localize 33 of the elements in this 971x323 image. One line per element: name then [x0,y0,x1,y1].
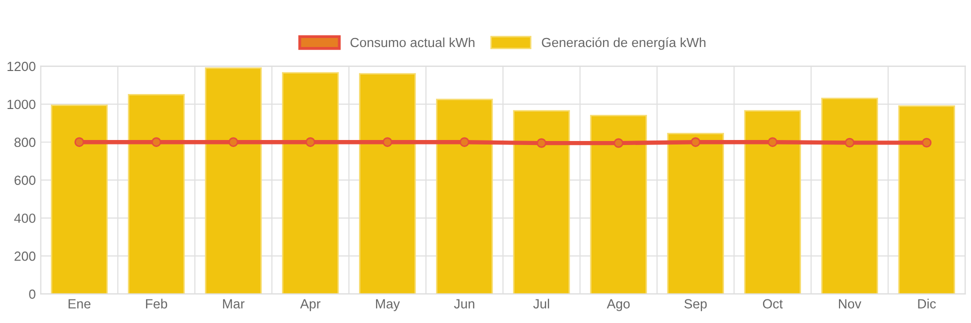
x-tick-label: Jun [454,299,474,308]
y-tick-label: 400 [14,214,36,223]
y-tick-label: 800 [14,138,36,148]
x-tick-label: Oct [762,299,783,308]
bar [436,98,493,294]
x-tick-label: Mar [223,299,245,308]
bar [821,98,878,294]
legend-label: Consumo actual kWh [350,37,474,48]
y-tick-label: 200 [14,252,36,261]
bar [359,73,416,294]
bar [50,104,108,294]
x-tick-label: May [376,299,400,312]
bar [590,114,647,294]
y-tick-label: 600 [14,176,36,185]
y-tick-label: 1200 [8,62,36,72]
x-tick-label: Ago [606,299,630,312]
x-tick-label: Dic [918,298,936,308]
x-tick-label: Feb [146,298,168,308]
bar [513,110,570,294]
bar [128,94,185,294]
bar [898,105,956,294]
bar [667,132,724,294]
y-tick-label: 0 [29,289,36,299]
x-tick-label: Ene [68,299,90,308]
bar [204,67,262,294]
bar [282,72,339,294]
y-tick-label: 1000 [8,100,36,110]
x-tick-label: Sep [684,299,707,312]
x-tick-label: Apr [300,299,320,312]
legend-label: Generación de energía kWh [542,37,706,50]
x-tick-label: Jul [533,298,550,308]
bar [744,110,802,294]
x-tick-label: Nov [838,299,862,308]
